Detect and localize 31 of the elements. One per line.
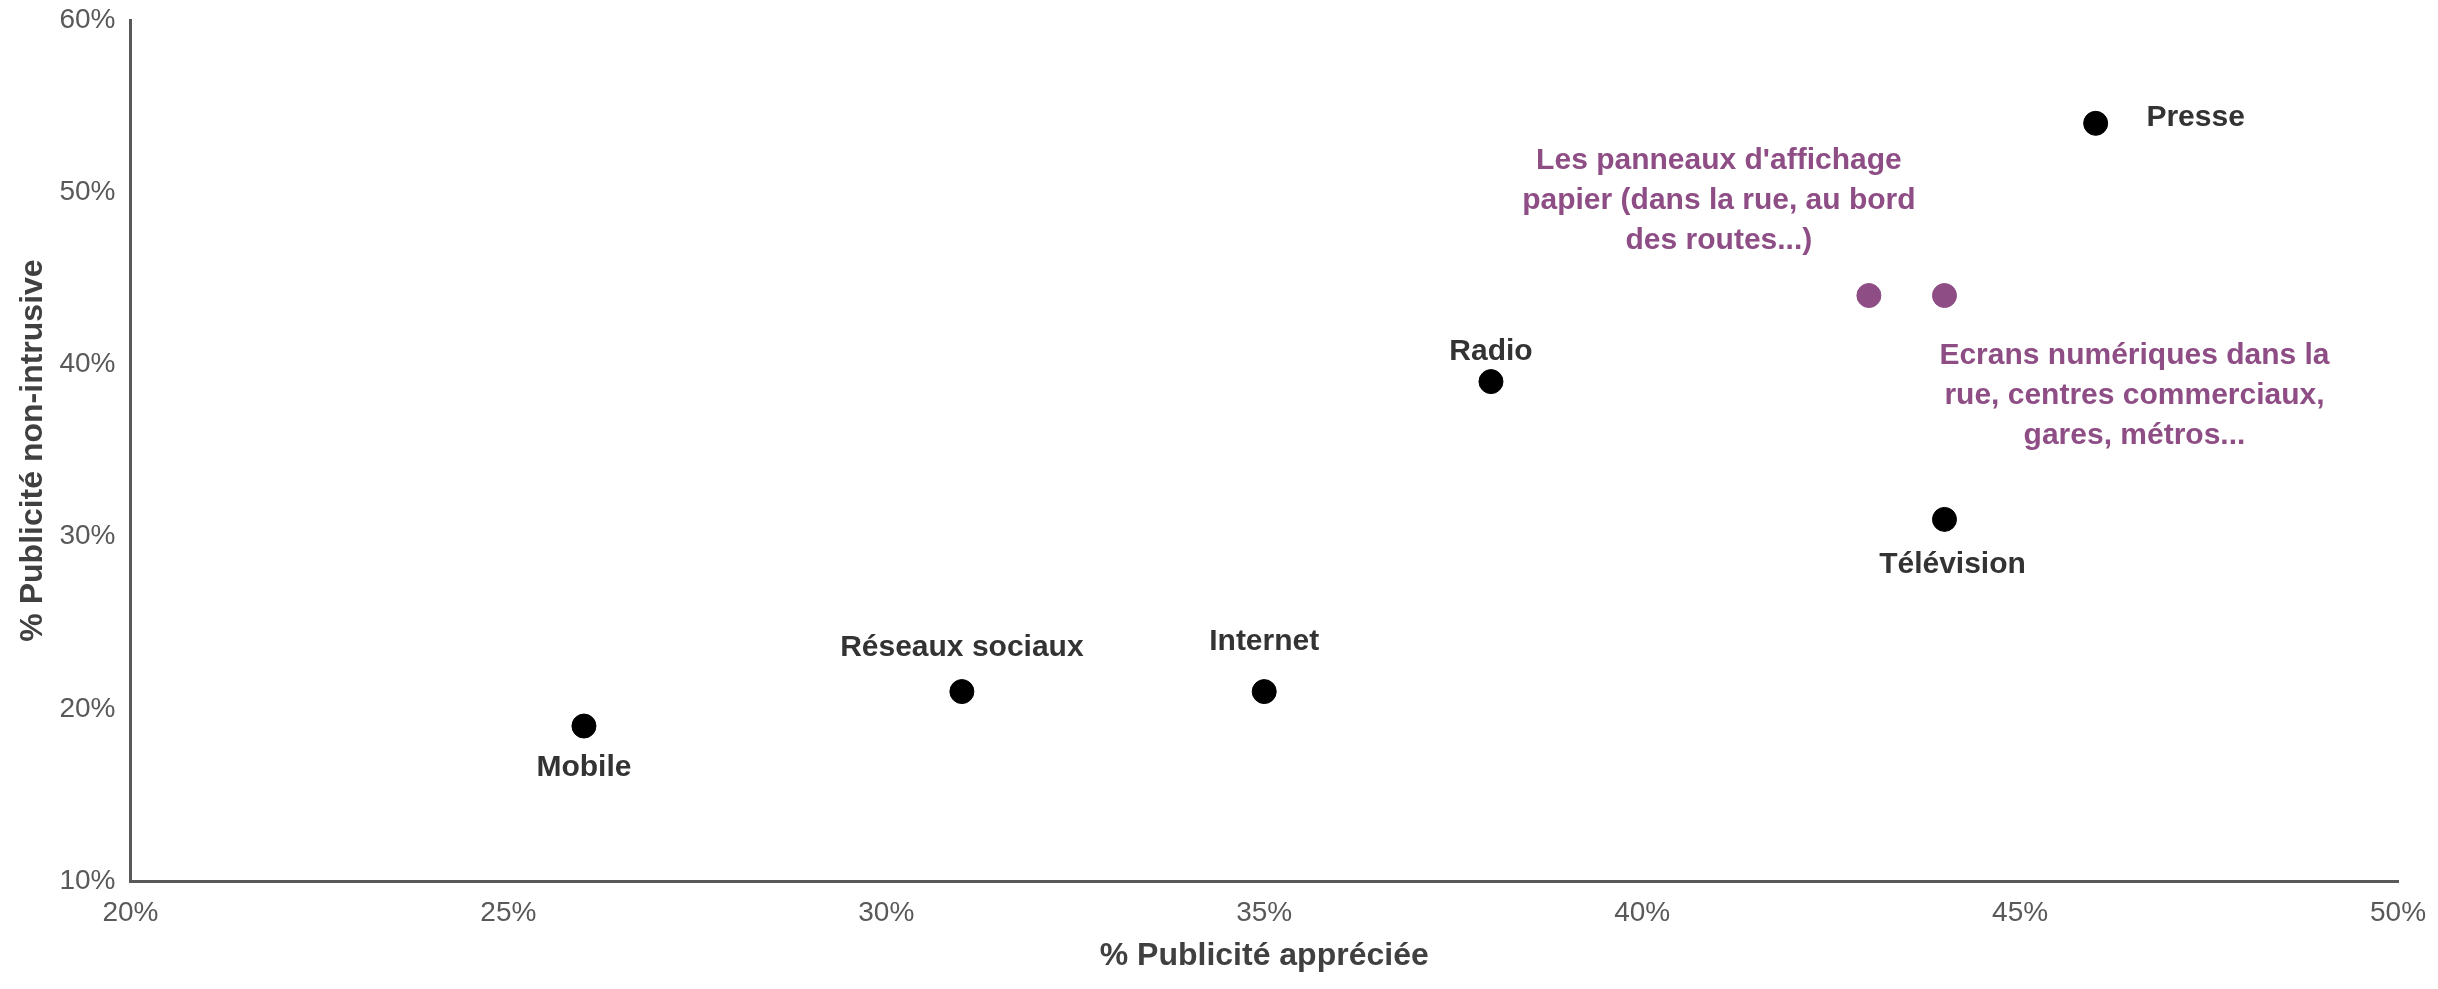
x-tick-label: 40% [1614,895,1671,927]
point [2083,110,2109,136]
point [1931,506,1957,532]
annotation: Presse [2146,98,2245,132]
x-tick-label: 45% [1992,895,2049,927]
annotation: Télévision [1879,545,2026,579]
y-tick-label: 20% [59,691,116,723]
y-tick-label: 10% [59,863,116,895]
annotation: Les panneaux d'affichage papier (dans la rue, au bord des routes...) [1522,141,1916,255]
y-tick-label: 40% [59,347,116,379]
point [1856,283,1882,309]
annotation: Ecrans numériques dans la rue, centres commerciaux, gares, métros... [1939,336,2330,450]
x-tick-label: 30% [858,895,915,927]
x-axis-title: % Publicité appréciée [1099,935,1429,972]
x-tick-label: 25% [480,895,537,927]
point [1251,679,1277,705]
point [1478,369,1504,395]
y-tick-label: 30% [59,519,116,551]
y-tick-label: 60% [59,2,116,34]
annotation: Internet [1209,622,1320,656]
y-axis-title: % Publicité non-intrusive [13,259,50,642]
annotation: Réseaux sociaux [840,628,1084,662]
y-tick-label: 50% [59,174,116,206]
annotation: Mobile [536,749,632,783]
x-tick-label: 50% [2369,895,2427,927]
point [949,679,975,705]
x-tick-label: 35% [1236,895,1293,927]
x-tick-label: 20% [102,895,159,927]
annotation: Radio [1449,332,1533,366]
point [571,713,597,739]
point [1931,283,1957,309]
